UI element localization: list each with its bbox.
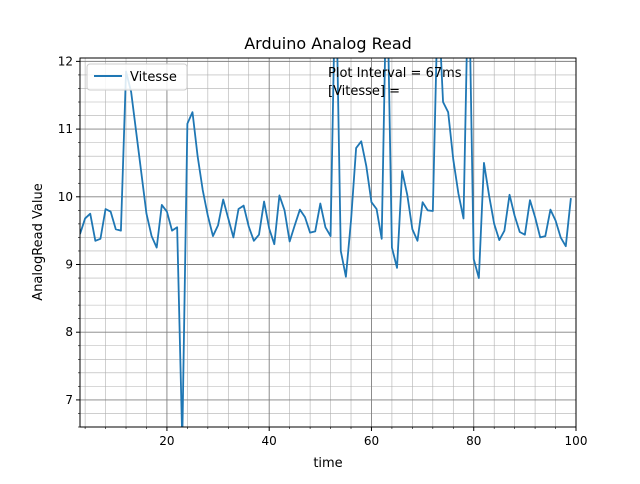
annotation-plot-interval: Plot Interval = 67ms — [328, 66, 462, 81]
plot-area — [80, 58, 576, 427]
y-tick-label: 11 — [58, 122, 73, 136]
series-layer — [80, 58, 572, 427]
x-tick-label: 60 — [364, 434, 379, 448]
y-tick-label: 9 — [65, 258, 73, 272]
x-tick-label: 40 — [262, 434, 277, 448]
y-tick-label: 12 — [58, 54, 73, 68]
annotation-vitesse: [Vitesse] = — [328, 84, 400, 99]
x-tick-label: 80 — [466, 434, 481, 448]
legend: Vitesse — [86, 63, 188, 91]
y-axis: 7 8 9 10 11 12 — [58, 54, 80, 428]
y-tick-label: 7 — [65, 393, 73, 407]
x-tick-label: 100 — [565, 434, 588, 448]
x-axis: 20 40 60 80 100 — [84, 427, 588, 448]
x-axis-label: time — [313, 456, 342, 471]
series-line-vitesse — [80, 58, 572, 427]
y-axis-label: AnalogRead Value — [31, 183, 46, 300]
y-tick-label: 8 — [65, 325, 73, 339]
plot-frame — [79, 57, 577, 428]
chart-title: Arduino Analog Read — [244, 34, 412, 53]
y-tick-label: 10 — [58, 190, 73, 204]
legend-label: Vitesse — [130, 70, 177, 85]
legend-frame — [86, 63, 188, 91]
x-tick-label: 20 — [159, 434, 174, 448]
